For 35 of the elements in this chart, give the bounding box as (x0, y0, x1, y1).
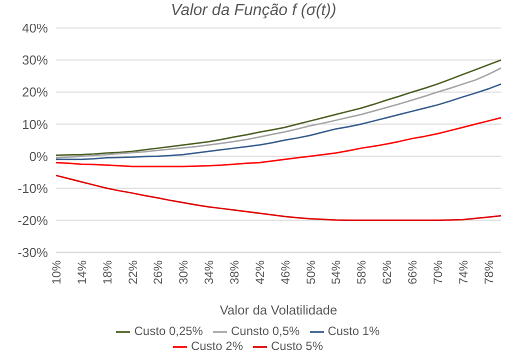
line-series (55, 174, 502, 222)
legend-label: Custo 5% (271, 339, 324, 354)
x-tick-label: 74% (456, 260, 470, 284)
x-tick-label: 30% (176, 260, 191, 284)
line-series (55, 116, 502, 168)
x-tick-label: 70% (430, 260, 445, 284)
x-tick-label: 10% (50, 260, 64, 284)
y-tick-label: 0% (29, 148, 48, 164)
y-tick-label: 10% (22, 116, 48, 132)
x-tick-label: 42% (252, 260, 267, 284)
x-tick-label: 14% (74, 260, 89, 284)
x-tick-label: 18% (100, 260, 114, 284)
x-tick-label: 46% (278, 260, 292, 284)
chart-title: Valor da Função f (σ(t)) (170, 2, 336, 19)
x-tick-label: 58% (354, 260, 369, 284)
x-tick-label: 50% (304, 260, 318, 284)
line-series (55, 83, 502, 160)
y-tick-label: 30% (22, 52, 48, 68)
x-tick-label: 62% (380, 260, 394, 284)
legend-label: Cunsto 0,5% (230, 324, 300, 338)
x-tick-label: 38% (228, 260, 242, 284)
y-tick-label: -30% (18, 244, 48, 260)
x-tick-label: 66% (406, 260, 420, 284)
legend-label: Custo 0,25% (134, 324, 203, 338)
x-tick-label: 54% (329, 260, 344, 284)
x-tick-label: 26% (151, 260, 166, 284)
y-tick-label: 20% (22, 84, 48, 100)
y-tick-label: -10% (18, 180, 48, 196)
x-tick-label: 78% (482, 260, 496, 284)
x-axis-title: Valor da Volatilidade (220, 302, 338, 318)
x-tick-label: 22% (126, 260, 140, 284)
x-tick-label: 34% (202, 260, 216, 284)
y-tick-label: -20% (18, 212, 48, 228)
legend-label: Custo 1% (328, 324, 380, 338)
legend-label: Custo 2% (190, 339, 243, 354)
